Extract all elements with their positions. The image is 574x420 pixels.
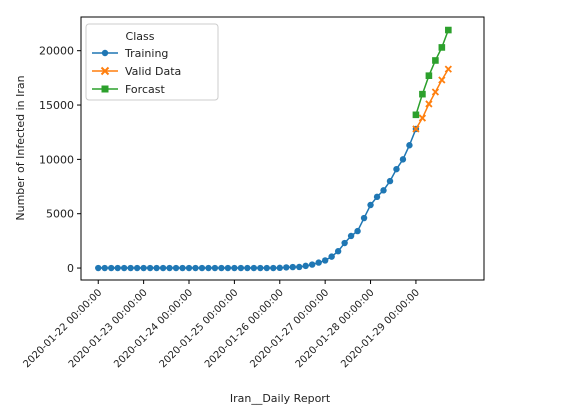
plot-frame	[80, 16, 485, 281]
x-tick-label: 2020-01-26 00:00:00	[203, 287, 286, 370]
legend-box	[85, 23, 219, 101]
point-training	[224, 264, 232, 272]
point-training	[321, 257, 329, 264]
point-training	[334, 248, 342, 255]
point-training	[399, 156, 407, 163]
y-tick-label: 20000	[39, 45, 74, 58]
point-training	[179, 264, 186, 272]
y-tick-label: 15000	[39, 99, 74, 112]
point-valid-data	[412, 125, 420, 133]
point-training	[237, 264, 245, 272]
point-training	[133, 264, 141, 272]
legend-label-valid-data: Valid Data	[125, 65, 181, 78]
point-training	[270, 264, 277, 272]
point-valid-data	[425, 100, 433, 108]
point-training	[211, 264, 219, 272]
point-training	[172, 264, 180, 272]
legend-marker-valid-data	[100, 66, 110, 76]
point-training	[218, 264, 225, 272]
point-training	[263, 264, 270, 272]
point-training	[192, 264, 199, 272]
legend: Class Training Valid Data Forcast	[85, 23, 219, 101]
point-training	[354, 227, 361, 235]
point-training	[341, 239, 348, 247]
point-training	[244, 264, 251, 272]
point-training	[302, 262, 309, 270]
point-training	[393, 165, 400, 173]
point-training	[257, 264, 264, 272]
point-forcast	[419, 90, 426, 98]
point-training	[276, 264, 283, 272]
legend-label-training: Training	[124, 47, 168, 60]
x-axis-label: Iran__Daily Report	[230, 392, 331, 405]
x-tick-label: 2020-01-28 00:00:00	[294, 287, 377, 370]
x-tick-label: 2020-01-24 00:00:00	[112, 287, 195, 370]
point-training	[386, 177, 394, 185]
point-training	[185, 264, 193, 272]
legend-label-forcast: Forcast	[125, 83, 165, 96]
y-axis-label: Number of Infected in Iran	[14, 75, 27, 220]
point-forcast	[445, 26, 452, 34]
point-training	[328, 253, 335, 260]
point-training	[315, 259, 322, 266]
point-training	[146, 264, 154, 272]
point-training	[101, 264, 108, 272]
legend-title: Class	[126, 30, 155, 43]
x-tick-label: 2020-01-25 00:00:00	[158, 287, 241, 370]
point-training	[250, 264, 258, 272]
legend-marker-training	[101, 49, 109, 57]
point-forcast	[425, 72, 433, 79]
point-forcast	[412, 111, 420, 119]
point-valid-data	[418, 114, 427, 122]
legend-marker-forcast	[101, 85, 109, 93]
point-valid-data	[438, 76, 446, 84]
point-training	[198, 264, 206, 272]
point-training	[108, 264, 115, 272]
x-tick-label: 2020-01-23 00:00:00	[67, 287, 150, 370]
point-training	[231, 264, 238, 272]
point-training	[373, 193, 381, 201]
point-training	[114, 264, 121, 272]
y-tick-label: 0	[67, 262, 74, 275]
x-tick-label: 2020-01-27 00:00:00	[248, 287, 331, 370]
point-training	[166, 264, 173, 272]
point-training	[380, 187, 387, 194]
point-forcast	[438, 44, 446, 51]
point-training	[308, 261, 316, 268]
point-training	[205, 264, 212, 272]
point-valid-data	[444, 65, 452, 73]
series-line-training	[98, 128, 417, 269]
point-training	[296, 263, 303, 271]
point-training	[289, 263, 296, 271]
point-valid-data	[431, 88, 440, 96]
point-training	[120, 264, 128, 272]
point-training	[283, 264, 290, 271]
point-training	[153, 264, 160, 272]
point-forcast	[432, 57, 439, 64]
point-training	[159, 264, 167, 272]
point-training	[127, 264, 134, 272]
point-training	[406, 142, 413, 149]
y-tick-label: 5000	[46, 208, 74, 221]
point-training	[95, 264, 102, 272]
marks-layer	[95, 26, 452, 272]
point-training	[367, 201, 374, 209]
y-tick-label: 10000	[39, 153, 74, 166]
point-training	[347, 232, 355, 240]
point-training	[140, 264, 147, 272]
x-tick-label: 2020-01-29 00:00:00	[339, 287, 422, 370]
x-tick-label: 2020-01-22 00:00:00	[21, 287, 104, 370]
point-training	[360, 214, 368, 222]
